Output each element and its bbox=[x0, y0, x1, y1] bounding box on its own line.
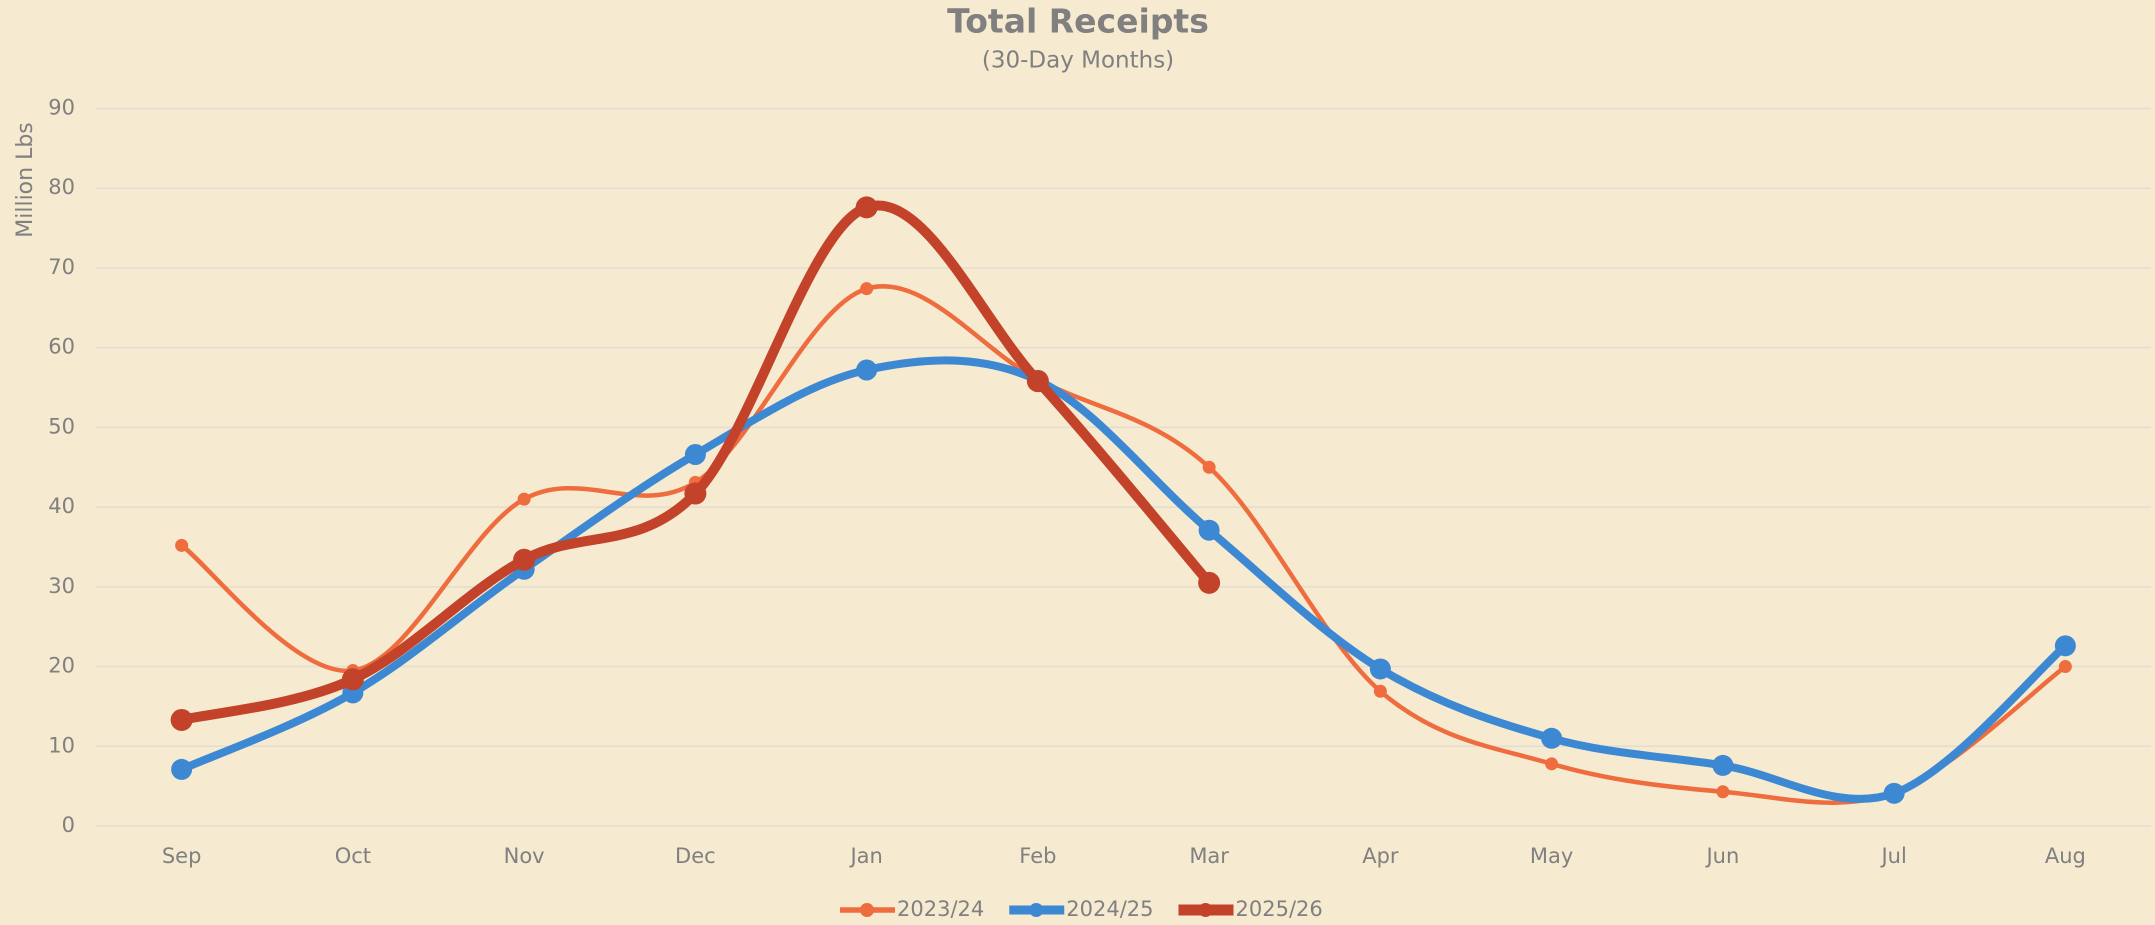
data-point bbox=[1026, 370, 1049, 393]
x-tick-label: Oct bbox=[335, 844, 371, 868]
data-point bbox=[1883, 782, 1905, 804]
x-tick-label: Jun bbox=[1704, 844, 1739, 868]
data-point bbox=[341, 668, 364, 691]
data-point bbox=[684, 443, 706, 465]
x-tick-label: Aug bbox=[2045, 844, 2086, 868]
y-tick-label: 70 bbox=[48, 255, 75, 279]
chart-title: Total Receipts bbox=[947, 2, 1209, 41]
chart-subtitle: (30-Day Months) bbox=[982, 48, 1174, 74]
x-tick-label: Sep bbox=[162, 844, 202, 868]
data-point bbox=[1198, 519, 1220, 541]
x-tick-label: May bbox=[1530, 844, 1573, 868]
y-tick-label: 60 bbox=[48, 335, 75, 359]
y-tick-label: 40 bbox=[48, 494, 75, 518]
data-point bbox=[1373, 684, 1387, 698]
x-tick-label: Nov bbox=[504, 844, 545, 868]
x-tick-label: Mar bbox=[1189, 844, 1229, 868]
y-tick-label: 10 bbox=[48, 733, 75, 757]
legend-marker bbox=[860, 903, 874, 917]
x-tick-label: Feb bbox=[1019, 844, 1056, 868]
data-point bbox=[860, 282, 874, 296]
data-point bbox=[1712, 754, 1734, 776]
y-tick-label: 50 bbox=[48, 414, 75, 438]
data-point bbox=[2058, 660, 2072, 674]
data-point bbox=[1202, 460, 1216, 474]
legend-marker bbox=[1029, 903, 1044, 917]
data-point bbox=[170, 708, 193, 731]
data-point bbox=[1369, 658, 1391, 680]
x-tick-label: Dec bbox=[675, 844, 716, 868]
data-point bbox=[517, 492, 531, 506]
legend-marker bbox=[1198, 903, 1213, 917]
y-tick-label: 90 bbox=[48, 96, 75, 120]
data-point bbox=[855, 196, 878, 219]
data-point bbox=[1198, 571, 1221, 594]
x-tick-label: Apr bbox=[1362, 844, 1399, 868]
data-point bbox=[684, 482, 707, 505]
data-point bbox=[1716, 785, 1730, 799]
data-point bbox=[171, 758, 193, 780]
data-point bbox=[1541, 727, 1563, 749]
y-tick-label: 80 bbox=[48, 175, 75, 199]
y-axis-label: Million Lbs bbox=[13, 122, 38, 238]
legend-label: 2023/24 bbox=[897, 897, 984, 921]
data-point bbox=[856, 359, 878, 381]
data-point bbox=[513, 548, 536, 571]
series-line bbox=[177, 356, 2070, 803]
x-tick-label: Jul bbox=[1879, 844, 1906, 868]
legend-label: 2024/25 bbox=[1066, 897, 1153, 921]
y-tick-label: 0 bbox=[62, 813, 75, 837]
y-tick-label: 20 bbox=[48, 654, 75, 678]
data-point bbox=[1545, 757, 1559, 771]
y-tick-label: 30 bbox=[48, 574, 75, 598]
data-point bbox=[175, 538, 189, 552]
x-tick-label: Jan bbox=[848, 844, 882, 868]
data-point bbox=[2054, 635, 2076, 657]
legend-label: 2025/26 bbox=[1236, 897, 1323, 921]
